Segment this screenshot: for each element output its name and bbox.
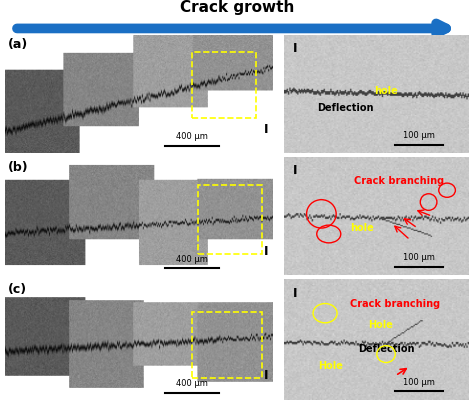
Text: Hole: Hole bbox=[368, 320, 393, 330]
Text: Hole: Hole bbox=[318, 361, 343, 371]
Text: Deflection: Deflection bbox=[358, 344, 414, 354]
Text: I: I bbox=[264, 123, 268, 136]
Text: (a): (a) bbox=[8, 38, 27, 51]
Text: (c): (c) bbox=[8, 283, 27, 296]
Text: I: I bbox=[264, 245, 268, 258]
Text: Deflection: Deflection bbox=[317, 103, 374, 113]
Text: hole: hole bbox=[350, 223, 374, 233]
Text: 400 μm: 400 μm bbox=[176, 379, 208, 388]
Text: 100 μm: 100 μm bbox=[403, 131, 435, 140]
FancyArrowPatch shape bbox=[17, 23, 446, 33]
Text: (b): (b) bbox=[8, 161, 28, 174]
Text: 400 μm: 400 μm bbox=[176, 255, 208, 264]
Text: I: I bbox=[293, 287, 298, 300]
Text: I: I bbox=[264, 369, 268, 382]
Text: Crack branching: Crack branching bbox=[350, 299, 440, 308]
Bar bbox=[192, 312, 262, 378]
Text: Crack branching: Crack branching bbox=[354, 176, 444, 186]
Bar bbox=[198, 186, 262, 254]
Text: hole: hole bbox=[374, 86, 398, 96]
Text: 400 μm: 400 μm bbox=[176, 132, 208, 141]
Text: I: I bbox=[293, 42, 298, 55]
Text: 100 μm: 100 μm bbox=[403, 377, 435, 387]
Text: I: I bbox=[293, 164, 298, 177]
Bar bbox=[192, 53, 256, 118]
Text: 100 μm: 100 μm bbox=[403, 253, 435, 262]
Text: Crack growth: Crack growth bbox=[180, 0, 294, 15]
